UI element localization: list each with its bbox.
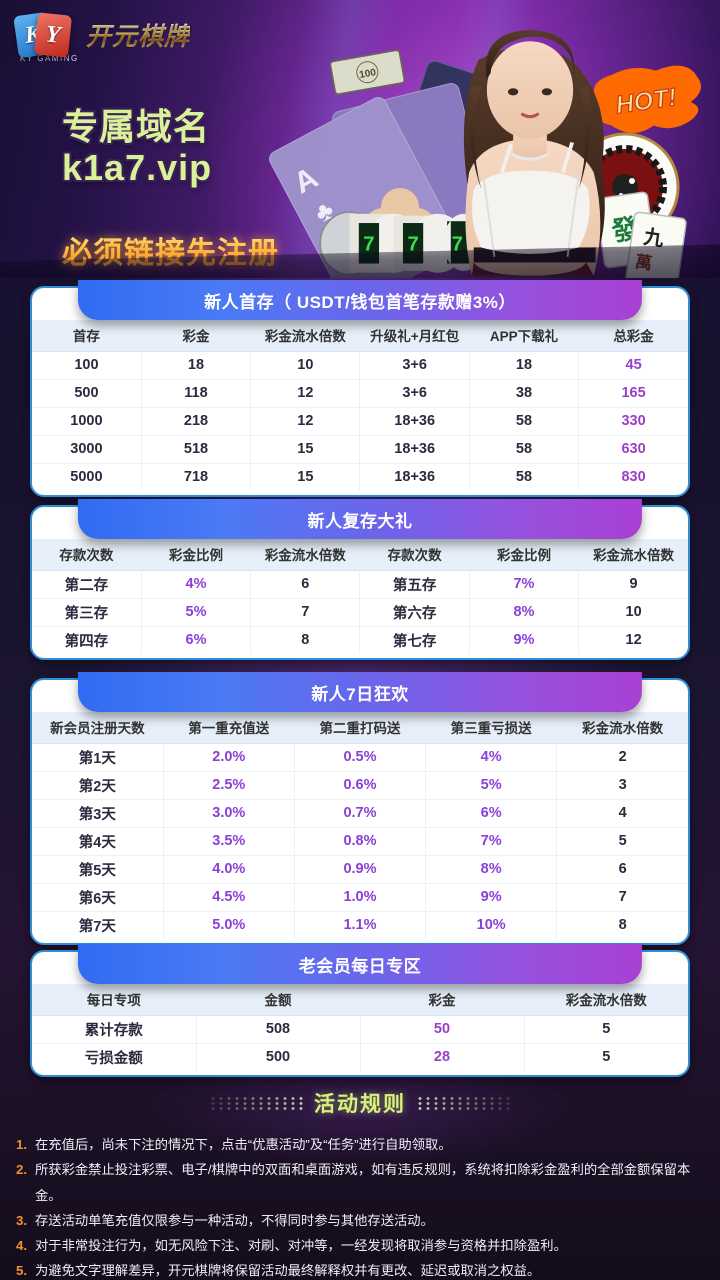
svg-text:7: 7	[363, 234, 374, 256]
svg-text:萬: 萬	[634, 251, 654, 273]
